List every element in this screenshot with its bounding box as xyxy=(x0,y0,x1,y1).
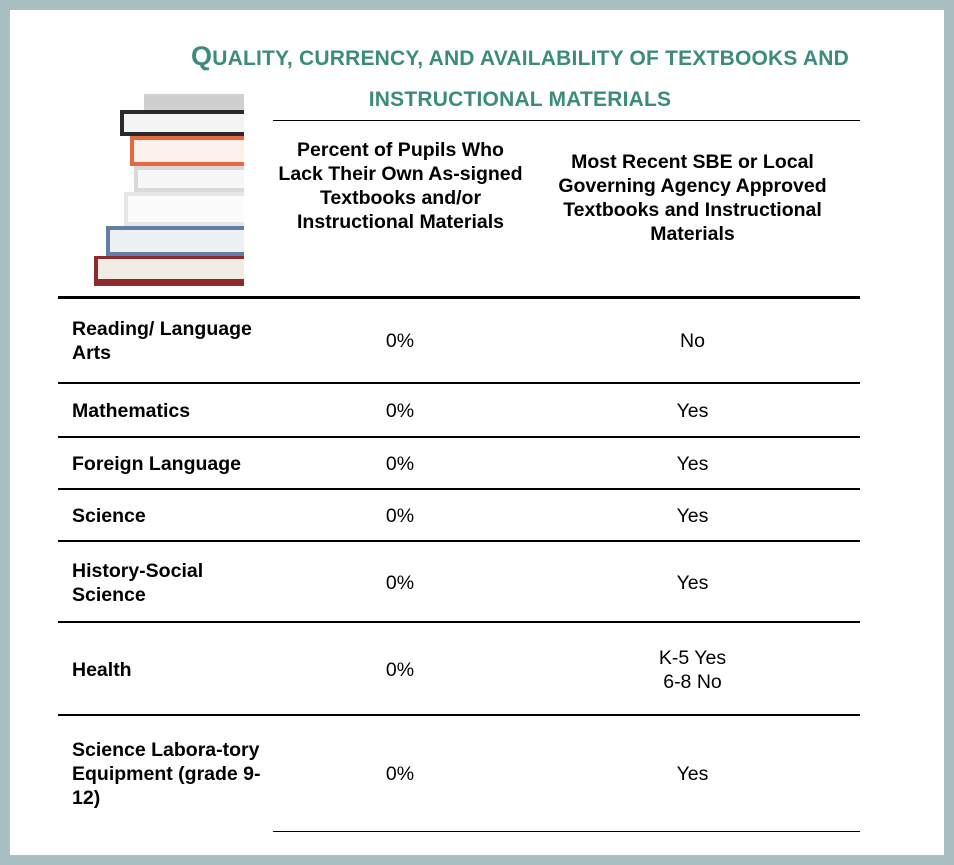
row-label: History-Social Science xyxy=(72,543,272,622)
cell-value: 0% xyxy=(300,385,500,437)
column-header: Percent of Pupils Who Lack Their Own As-… xyxy=(273,138,528,234)
column-header: Most Recent SBE or Local Governing Agenc… xyxy=(535,150,850,246)
row-label: Reading/ Language Arts xyxy=(72,299,272,383)
frame: QUALITY, CURRENCY, AND AVAILABILITY OF T… xyxy=(0,0,954,865)
row-label: Mathematics xyxy=(72,385,272,437)
rule xyxy=(58,382,860,384)
rule xyxy=(58,621,860,623)
rule xyxy=(58,540,860,542)
cell-value: 0% xyxy=(300,543,500,622)
page: QUALITY, CURRENCY, AND AVAILABILITY OF T… xyxy=(0,0,954,865)
cell-value: Yes xyxy=(550,717,835,831)
row-label: Science xyxy=(72,491,272,541)
rule xyxy=(58,488,860,490)
cell-value: No xyxy=(550,299,835,383)
row-label: Science Labora-tory Equipment (grade 9-1… xyxy=(72,717,272,831)
cell-value: 0% xyxy=(300,717,500,831)
cell-value: K-5 Yes 6-8 No xyxy=(550,624,835,715)
rule xyxy=(273,120,860,121)
cell-value: 0% xyxy=(300,439,500,489)
rule xyxy=(58,714,860,716)
cell-value: Yes xyxy=(550,439,835,489)
cell-value: 0% xyxy=(300,624,500,715)
cell-value: 0% xyxy=(300,299,500,383)
cell-value: Yes xyxy=(550,385,835,437)
rule xyxy=(58,436,860,438)
row-label: Health xyxy=(72,624,272,715)
rule xyxy=(273,831,860,832)
cell-value: 0% xyxy=(300,491,500,541)
row-label: Foreign Language xyxy=(72,439,272,489)
cell-value: Yes xyxy=(550,543,835,622)
title: QUALITY, CURRENCY, AND AVAILABILITY OF T… xyxy=(115,36,925,120)
cell-value: Yes xyxy=(550,491,835,541)
